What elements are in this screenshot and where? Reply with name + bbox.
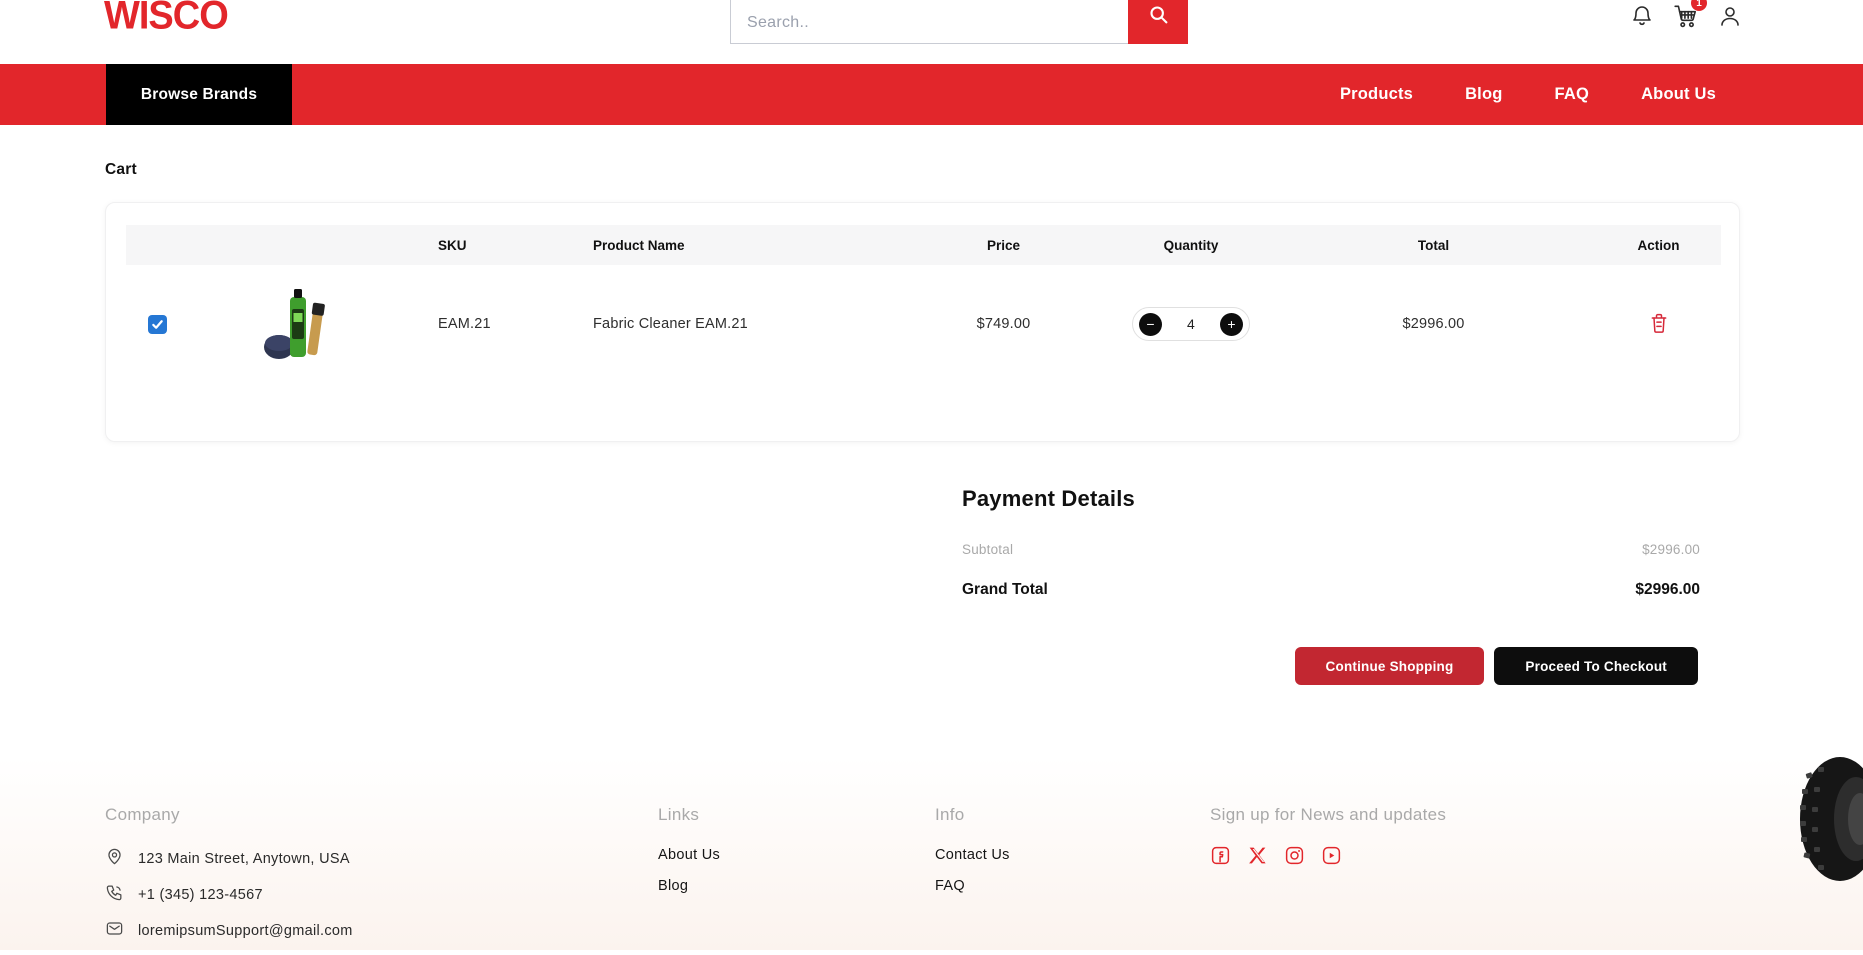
tire-decoration-image	[1798, 747, 1863, 892]
trash-icon	[1649, 313, 1669, 337]
cart-count-badge: 1	[1691, 0, 1707, 11]
cart-table-header: SKU Product Name Price Quantity Total Ac…	[126, 225, 1721, 265]
footer-phone-text: +1 (345) 123-4567	[138, 886, 263, 903]
envelope-icon	[105, 919, 124, 942]
quantity-stepper: − 4 +	[1132, 307, 1250, 341]
header-quantity: Quantity	[1163, 237, 1219, 253]
item-checkbox[interactable]	[148, 314, 167, 334]
cart-actions: Continue Shopping Proceed To Checkout	[105, 647, 1740, 685]
grand-total-value: $2996.00	[1635, 581, 1700, 598]
footer-company-heading: Company	[105, 805, 180, 824]
main-navbar: Browse Brands Products Blog FAQ About Us	[0, 64, 1863, 125]
footer-links-column: Links About Us Blog	[658, 805, 935, 955]
footer: Company 123 Main Street, Anytown, USA +1…	[0, 757, 1863, 950]
footer-address: 123 Main Street, Anytown, USA	[105, 847, 658, 870]
nav-link-about-us[interactable]: About Us	[1641, 85, 1716, 103]
proceed-to-checkout-button[interactable]: Proceed To Checkout	[1494, 647, 1698, 685]
footer-phone[interactable]: +1 (345) 123-4567	[105, 883, 658, 906]
footer-company-column: Company 123 Main Street, Anytown, USA +1…	[105, 805, 658, 955]
subtotal-value: $2996.00	[1642, 542, 1700, 557]
search-input[interactable]	[730, 0, 1128, 44]
browse-brands-button[interactable]: Browse Brands	[106, 64, 292, 125]
quantity-increase-button[interactable]: +	[1220, 312, 1243, 336]
quantity-value: 4	[1187, 316, 1195, 332]
footer-email-text: loremipsumSupport@gmail.com	[138, 922, 353, 939]
social-icons	[1210, 845, 1863, 866]
facebook-icon[interactable]	[1210, 845, 1231, 866]
phone-icon	[105, 883, 124, 906]
footer-link-about-us[interactable]: About Us	[658, 847, 721, 863]
quantity-decrease-button[interactable]: −	[1139, 312, 1162, 336]
cart-icon[interactable]: 1	[1672, 0, 1707, 29]
payment-details-section: Payment Details Subtotal $2996.00 Grand …	[962, 486, 1700, 599]
item-total: $2996.00	[1402, 316, 1465, 332]
item-name: Fabric Cleaner EAM.21	[593, 316, 748, 332]
continue-shopping-button[interactable]: Continue Shopping	[1294, 647, 1485, 685]
item-sku: EAM.21	[438, 316, 491, 332]
check-icon	[152, 319, 163, 329]
instagram-icon[interactable]	[1284, 845, 1305, 866]
product-image	[263, 283, 329, 365]
search-button[interactable]	[1128, 0, 1188, 44]
search-bar	[730, 0, 1188, 44]
cart-card: SKU Product Name Price Quantity Total Ac…	[105, 202, 1740, 442]
footer-info-heading: Info	[935, 805, 965, 824]
footer-links-heading: Links	[658, 805, 700, 824]
nav-link-products[interactable]: Products	[1339, 85, 1414, 103]
cart-page-title: Cart	[105, 161, 137, 178]
footer-link-blog[interactable]: Blog	[658, 878, 689, 894]
nav-link-blog[interactable]: Blog	[1465, 85, 1503, 103]
header-product-name: Product Name	[593, 237, 685, 253]
site-logo[interactable]: WISCO	[104, 0, 229, 38]
search-icon	[1148, 4, 1169, 28]
top-header: WISCO 1	[0, 0, 1863, 64]
footer-email[interactable]: loremipsumSupport@gmail.com	[105, 919, 658, 942]
grand-total-label: Grand Total	[962, 581, 1048, 598]
header-sku: SKU	[438, 237, 467, 253]
footer-link-faq[interactable]: FAQ	[935, 878, 965, 894]
footer-info-column: Info Contact Us FAQ	[935, 805, 1210, 955]
payment-details-title: Payment Details	[962, 486, 1135, 511]
nav-links: Products Blog FAQ About Us	[1340, 85, 1716, 104]
delete-item-button[interactable]	[1649, 312, 1669, 337]
footer-address-text: 123 Main Street, Anytown, USA	[138, 850, 350, 867]
user-account-icon[interactable]	[1716, 2, 1743, 29]
header-price: Price	[986, 237, 1021, 253]
header-total: Total	[1417, 237, 1450, 253]
footer-newsletter-column: Sign up for News and updates	[1210, 805, 1863, 955]
cart-item-row: EAM.21 Fabric Cleaner EAM.21 $749.00 − 4…	[126, 265, 1721, 383]
x-twitter-icon[interactable]	[1247, 845, 1268, 866]
notification-bell-icon[interactable]	[1628, 2, 1655, 29]
header-action: Action	[1637, 237, 1680, 253]
location-pin-icon	[105, 847, 124, 870]
item-price: $749.00	[976, 316, 1031, 332]
subtotal-label: Subtotal	[962, 542, 1014, 557]
header-icons: 1	[1628, 0, 1743, 29]
youtube-icon[interactable]	[1321, 845, 1342, 866]
footer-link-contact-us[interactable]: Contact Us	[935, 847, 1010, 863]
nav-link-faq[interactable]: FAQ	[1554, 85, 1590, 103]
footer-newsletter-heading: Sign up for News and updates	[1210, 805, 1447, 824]
